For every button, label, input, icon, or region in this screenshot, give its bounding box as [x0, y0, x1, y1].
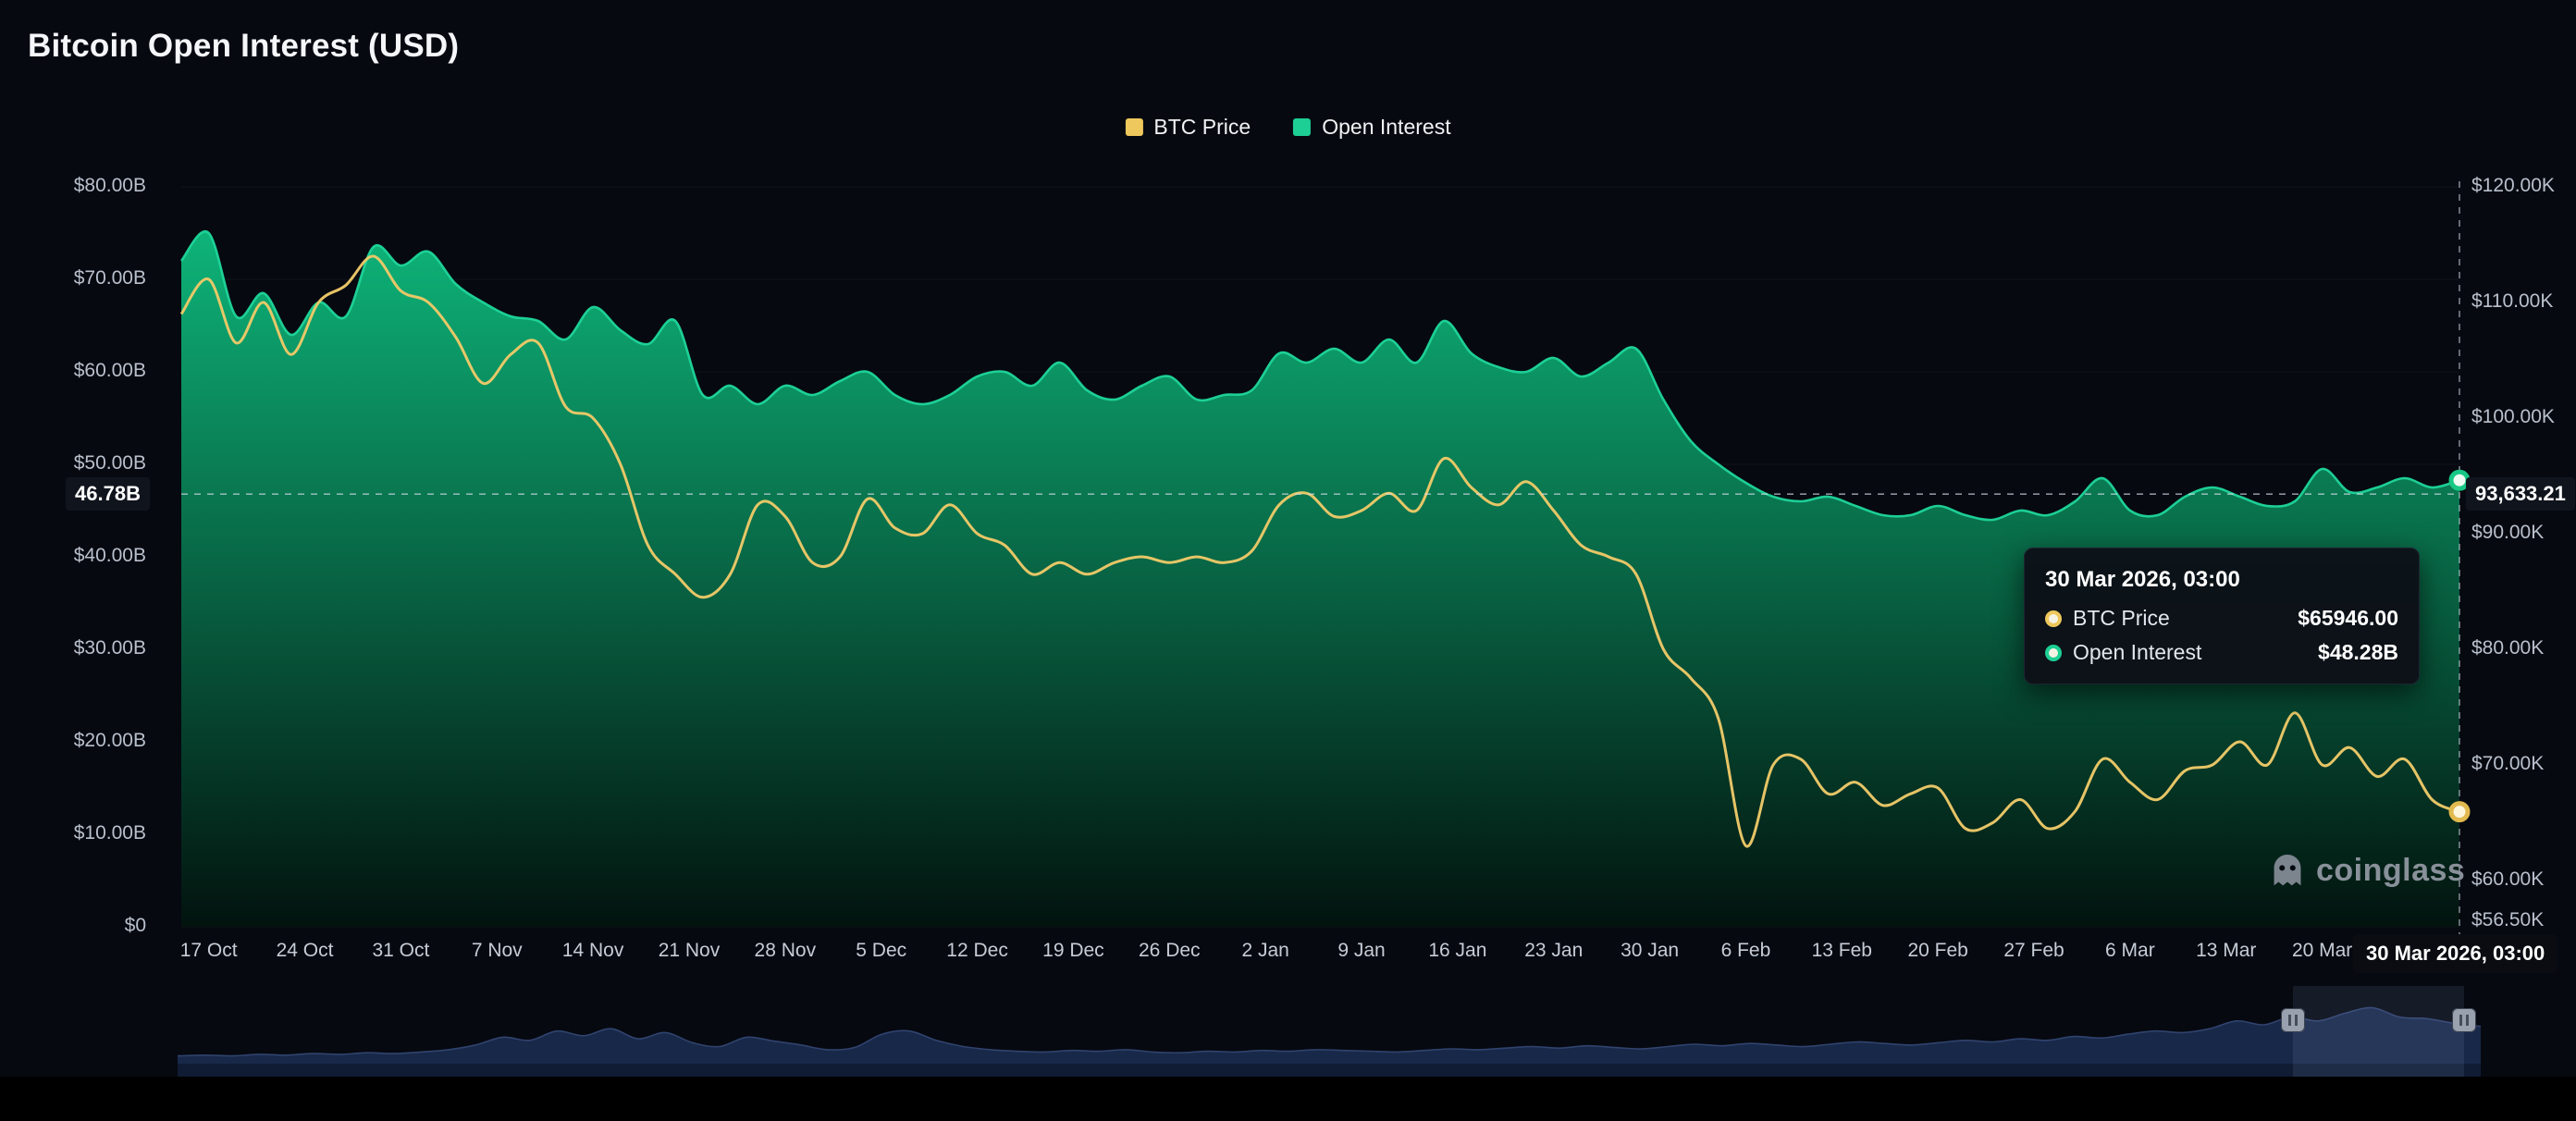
navigator-edge — [177, 1006, 2482, 1057]
bottom-spacer — [0, 1077, 2576, 1121]
legend-item-open-interest[interactable]: Open Interest — [1293, 115, 1451, 140]
btc-price-dot-icon — [2045, 610, 2062, 627]
coinglass-ghost-icon — [2274, 854, 2301, 886]
navigator-floor — [178, 1064, 2481, 1077]
tooltip-row-open-interest: Open Interest $48.28B — [2045, 640, 2398, 665]
legend-label-btc-price: BTC Price — [1153, 115, 1251, 139]
open-interest-swatch-icon — [1293, 118, 1312, 136]
coinglass-watermark: coinglass — [2268, 851, 2465, 890]
tooltip-value-open-interest: $48.28B — [2318, 640, 2398, 664]
tooltip-label-open-interest: Open Interest — [2073, 640, 2202, 664]
btc-price-swatch-icon — [1125, 118, 1143, 136]
crosshair-date-tag: 30 Mar 2026, 03:00 — [2353, 934, 2558, 973]
navigator-right-handle-icon[interactable] — [2452, 1008, 2476, 1032]
open-interest-dot-icon — [2045, 644, 2062, 661]
tooltip-row-btc-price: BTC Price $65946.00 — [2045, 606, 2398, 631]
chart-legend: BTC Price Open Interest — [1125, 115, 1451, 140]
crosshair-left-value-tag: 46.78B — [66, 477, 150, 511]
btc-price-line — [179, 254, 2460, 848]
tooltip-title: 30 Mar 2026, 03:00 — [2045, 567, 2240, 592]
btc-price-marker — [2448, 801, 2471, 823]
navigator-left-handle-icon[interactable] — [2281, 1008, 2305, 1032]
open-interest-area — [181, 231, 2459, 927]
coinglass-watermark-text: coinglass — [2316, 852, 2466, 888]
crosshair-right-value-tag: 93,633.21 — [2466, 477, 2575, 511]
legend-item-btc-price[interactable]: BTC Price — [1125, 115, 1251, 140]
open-interest-edge — [179, 229, 2460, 522]
chart-tooltip: 30 Mar 2026, 03:00 BTC Price $65946.00 O… — [2024, 548, 2420, 684]
legend-label-open-interest: Open Interest — [1322, 115, 1451, 139]
tooltip-label-btc-price: BTC Price — [2073, 606, 2170, 630]
navigator-area — [178, 1007, 2481, 1064]
page-title: Bitcoin Open Interest (USD) — [28, 28, 460, 64]
navigator-selected-range[interactable] — [2293, 986, 2464, 1077]
tooltip-value-btc-price: $65946.00 — [2298, 606, 2398, 630]
